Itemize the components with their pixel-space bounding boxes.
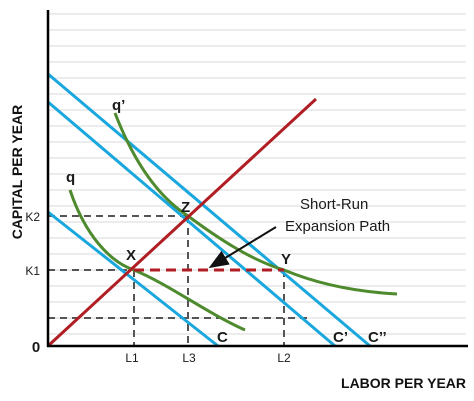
isocost-label-c-double-prime: C’’: [368, 329, 387, 346]
point-x-label: X: [126, 247, 136, 264]
y-axis-title: CAPITAL PER YEAR: [9, 105, 25, 240]
origin-label: 0: [32, 339, 40, 356]
point-y-label: Y: [281, 251, 291, 268]
isocost-line-c: [47, 210, 219, 348]
k1-tick-label: K1: [25, 264, 40, 278]
annotation-line-1: Short-Run: [300, 196, 368, 213]
isoquant-curve-q-prime: [113, 112, 398, 296]
l1-tick-label: L1: [125, 351, 139, 365]
isoquant-label-q-prime: q’: [112, 97, 125, 114]
isocost-label-c-prime: C’: [333, 329, 348, 346]
isocost-lines: [47, 72, 371, 348]
isoquant-curve-q: [68, 189, 246, 332]
isoquant-label-q: q: [66, 169, 75, 186]
isocost-line-c-double-prime: [47, 72, 371, 348]
expansion-path-line: [46, 97, 318, 348]
k2-tick-label: K2: [25, 210, 40, 224]
point-z-label: Z: [181, 199, 190, 216]
x-axis-title: LABOR PER YEAR: [341, 375, 466, 391]
l3-tick-label: L3: [182, 351, 196, 365]
isocost-label-c: C: [217, 329, 228, 346]
annotation-line-2: Expansion Path: [285, 218, 390, 235]
guide-lines: [48, 215, 312, 346]
isocost-line-c-prime: [47, 100, 336, 348]
annotation-arrow: [208, 226, 277, 269]
gridlines: [48, 13, 466, 335]
l2-tick-label: L2: [277, 351, 291, 365]
axes: [46, 10, 468, 348]
